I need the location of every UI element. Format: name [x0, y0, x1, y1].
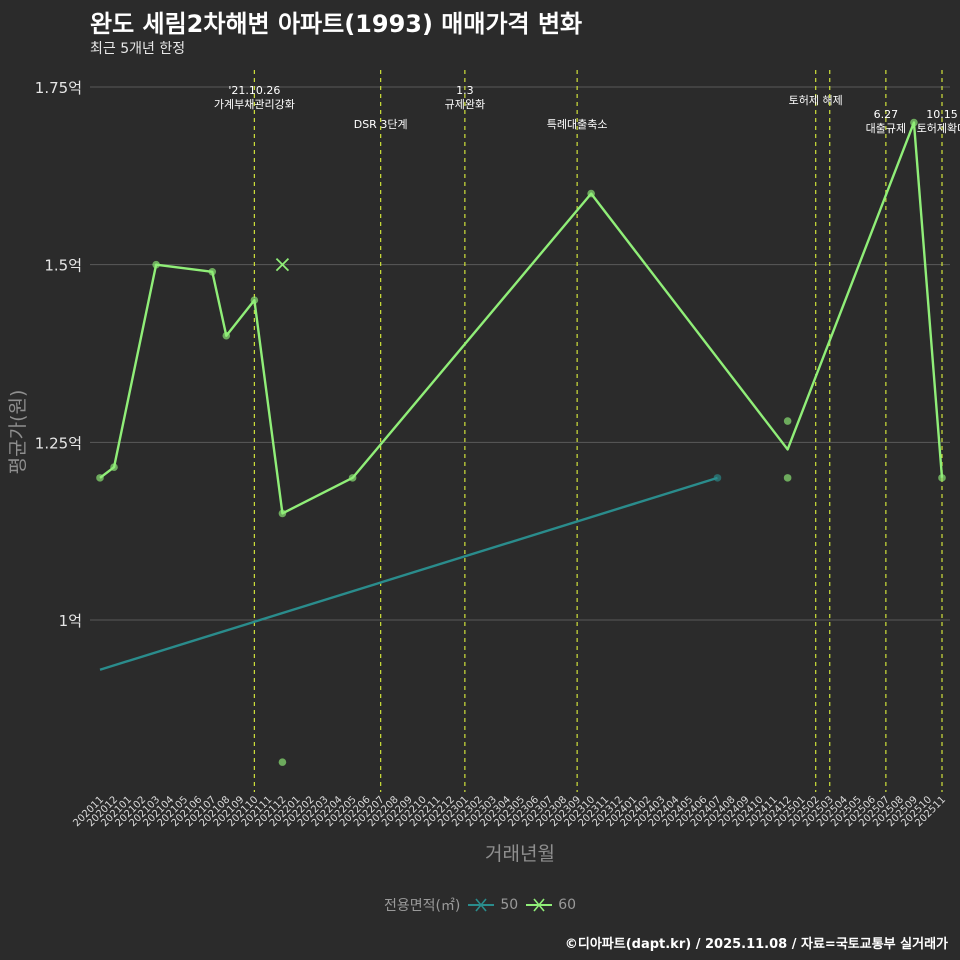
axes: 1억1.25억1.5억1.75억202011202012202101202102… [7, 79, 948, 865]
data-point-60 [587, 189, 595, 198]
y-tick-label: 1.5억 [44, 257, 82, 275]
data-point-60 [96, 474, 104, 482]
data-point-60 [783, 417, 792, 425]
data-point-50 [713, 474, 722, 482]
data-point-60 [938, 474, 946, 482]
legend-item-50: 50 [468, 895, 518, 915]
event-label: 대출규제 [866, 122, 906, 135]
y-tick-label: 1억 [59, 612, 82, 630]
x-axis-title: 거래년월 [485, 843, 555, 865]
cross-point-60 [275, 258, 290, 272]
data-point-60 [278, 509, 287, 518]
legend: 전용면적(㎡) 50 60 [0, 895, 960, 915]
event-label: 토허제확대 [917, 122, 960, 135]
legend-key-60-icon [526, 898, 553, 912]
legend-label-60: 60 [558, 897, 577, 913]
series-line-60 [99, 121, 944, 515]
y-axis-title: 평균가(원) [7, 390, 29, 475]
legend-label-50: 50 [500, 897, 519, 913]
data-point-60 [152, 260, 160, 269]
event-label: 특례대출축소 [547, 118, 608, 131]
series-line-50 [99, 476, 718, 671]
legend-item-60: 60 [526, 895, 576, 915]
legend-title: 전용면적(㎡) [383, 898, 461, 914]
chart-title: 완도 세림2차해변 아파트(1993) 매매가격 변화 [90, 10, 583, 38]
data-point-60 [208, 267, 217, 276]
data-point-60 [910, 118, 918, 127]
data-point-60 [278, 758, 287, 766]
event-label: 1.3 [456, 84, 474, 97]
event-label: 규제완화 [445, 98, 485, 111]
event-label: 6.27 [874, 108, 899, 121]
event-label: DSR 3단계 [354, 118, 408, 131]
legend-key-50-icon [468, 898, 495, 912]
data-point-60 [348, 474, 357, 482]
data-points [96, 118, 946, 766]
event-label: 10.15 [926, 108, 958, 121]
event-label: 토허제 해제 [789, 93, 843, 107]
data-point-60 [222, 331, 231, 340]
chart-subtitle: 최근 5개년 한정 [90, 41, 186, 57]
event-label: '21.10.26 [228, 84, 280, 97]
y-tick-label: 1.25억 [35, 434, 82, 452]
series-lines [99, 121, 944, 671]
source-caption: ©디아파트(dapt.kr) / 2025.11.08 / 자료=국토교통부 실… [564, 937, 948, 952]
y-tick-label: 1.75억 [35, 79, 82, 97]
data-point-60 [110, 463, 118, 472]
event-label: 가계부채관리강화 [214, 98, 295, 111]
data-point-60 [783, 474, 792, 482]
data-point-60 [250, 296, 259, 305]
grid-lines [90, 86, 950, 621]
